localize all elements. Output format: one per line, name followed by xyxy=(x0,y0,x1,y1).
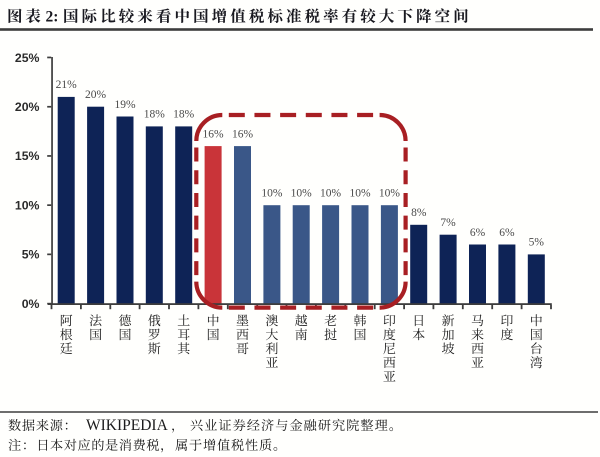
svg-text:10%: 10% xyxy=(379,188,401,200)
svg-text:15%: 15% xyxy=(15,149,40,163)
svg-text:18%: 18% xyxy=(144,109,166,121)
svg-text:10%: 10% xyxy=(261,188,283,200)
svg-text:19%: 19% xyxy=(114,99,136,111)
svg-text:6%: 6% xyxy=(470,227,486,239)
svg-text:20%: 20% xyxy=(15,100,40,114)
svg-text:6%: 6% xyxy=(499,227,515,239)
svg-text:7%: 7% xyxy=(440,217,456,229)
svg-text:16%: 16% xyxy=(232,128,254,140)
svg-text:0%: 0% xyxy=(22,297,40,311)
svg-text:18%: 18% xyxy=(173,109,195,121)
svg-text:8%: 8% xyxy=(411,207,427,219)
svg-text:20%: 20% xyxy=(85,89,107,101)
svg-text:25%: 25% xyxy=(15,51,40,65)
svg-text:16%: 16% xyxy=(203,128,225,140)
svg-text:10%: 10% xyxy=(291,188,313,200)
svg-text:5%: 5% xyxy=(529,237,545,249)
svg-text:2:: 2: xyxy=(46,8,59,25)
svg-text:21%: 21% xyxy=(56,79,78,91)
svg-text:10%: 10% xyxy=(320,188,342,200)
svg-text:10%: 10% xyxy=(349,188,371,200)
svg-text:10%: 10% xyxy=(15,199,40,213)
svg-text:WIKIPEDIA: WIKIPEDIA xyxy=(86,417,169,434)
svg-text:5%: 5% xyxy=(22,248,40,262)
